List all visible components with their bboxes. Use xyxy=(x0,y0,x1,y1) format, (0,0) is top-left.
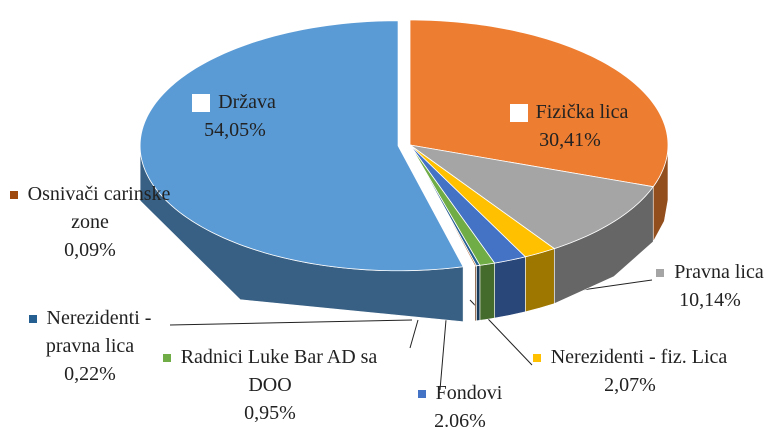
slice-name: Nerezidenti - fiz. Lica xyxy=(550,346,728,368)
pie-tops xyxy=(139,19,669,272)
slice-name: Fondovi xyxy=(435,382,503,404)
leader-line xyxy=(169,319,413,326)
slice-label: Radnici Luke Bar AD sa DOO 0,95% xyxy=(150,343,390,427)
legend-swatch xyxy=(656,269,665,278)
pie-sides xyxy=(139,144,669,323)
slice-label: Osnivači carinske zone 0,09% xyxy=(5,180,175,264)
slice-value: 30,41% xyxy=(539,129,601,151)
slice-side xyxy=(479,262,495,321)
slice-value: 54,05% xyxy=(204,119,266,141)
slice xyxy=(409,144,527,264)
slice-side xyxy=(494,256,526,319)
slice-label: Fondovi 2.06% xyxy=(400,379,520,430)
slice-value: 0,95% xyxy=(244,402,296,424)
slice xyxy=(409,144,654,250)
legend-swatch xyxy=(417,390,426,399)
slice-name: Pravna lica xyxy=(674,261,764,283)
slice-value: 0,09% xyxy=(64,239,116,261)
slice xyxy=(409,144,556,258)
slice-value: 2.06% xyxy=(434,410,486,430)
legend-swatch xyxy=(28,315,37,324)
slice-name: Država xyxy=(218,91,276,113)
slice-name: Fizička lica xyxy=(535,101,629,123)
slice-name: Osnivači carinske zone xyxy=(27,183,171,233)
legend-swatch xyxy=(509,104,528,123)
slice-value: 0,22% xyxy=(64,363,116,385)
slice-value: 2,07% xyxy=(604,374,656,396)
slice-name: Radnici Luke Bar AD sa DOO xyxy=(180,346,378,396)
slice-label: Nerezidenti - pravna lica 0,22% xyxy=(5,304,175,388)
legend-swatch xyxy=(192,94,211,113)
slice-name: Nerezidenti - pravna lica xyxy=(45,307,152,357)
slice xyxy=(139,20,464,272)
slice-side xyxy=(476,264,481,322)
legend-swatch xyxy=(162,354,171,363)
slice xyxy=(409,144,478,267)
slice-side xyxy=(525,248,555,313)
slice-label: Fizička lica 30,41% xyxy=(480,98,660,154)
slice-label: Nerezidenti - fiz. Lica 2,07% xyxy=(520,343,740,399)
leader-line xyxy=(439,319,447,391)
slice-side xyxy=(474,265,477,322)
slice-label: Država 54,05% xyxy=(150,88,320,144)
leader-line xyxy=(409,319,419,349)
slice-label: Pravna lica 10,14% xyxy=(640,258,780,314)
legend-swatch xyxy=(532,354,541,363)
slice xyxy=(409,19,669,188)
slice-value: 10,14% xyxy=(679,289,741,311)
legend-swatch xyxy=(9,191,18,200)
